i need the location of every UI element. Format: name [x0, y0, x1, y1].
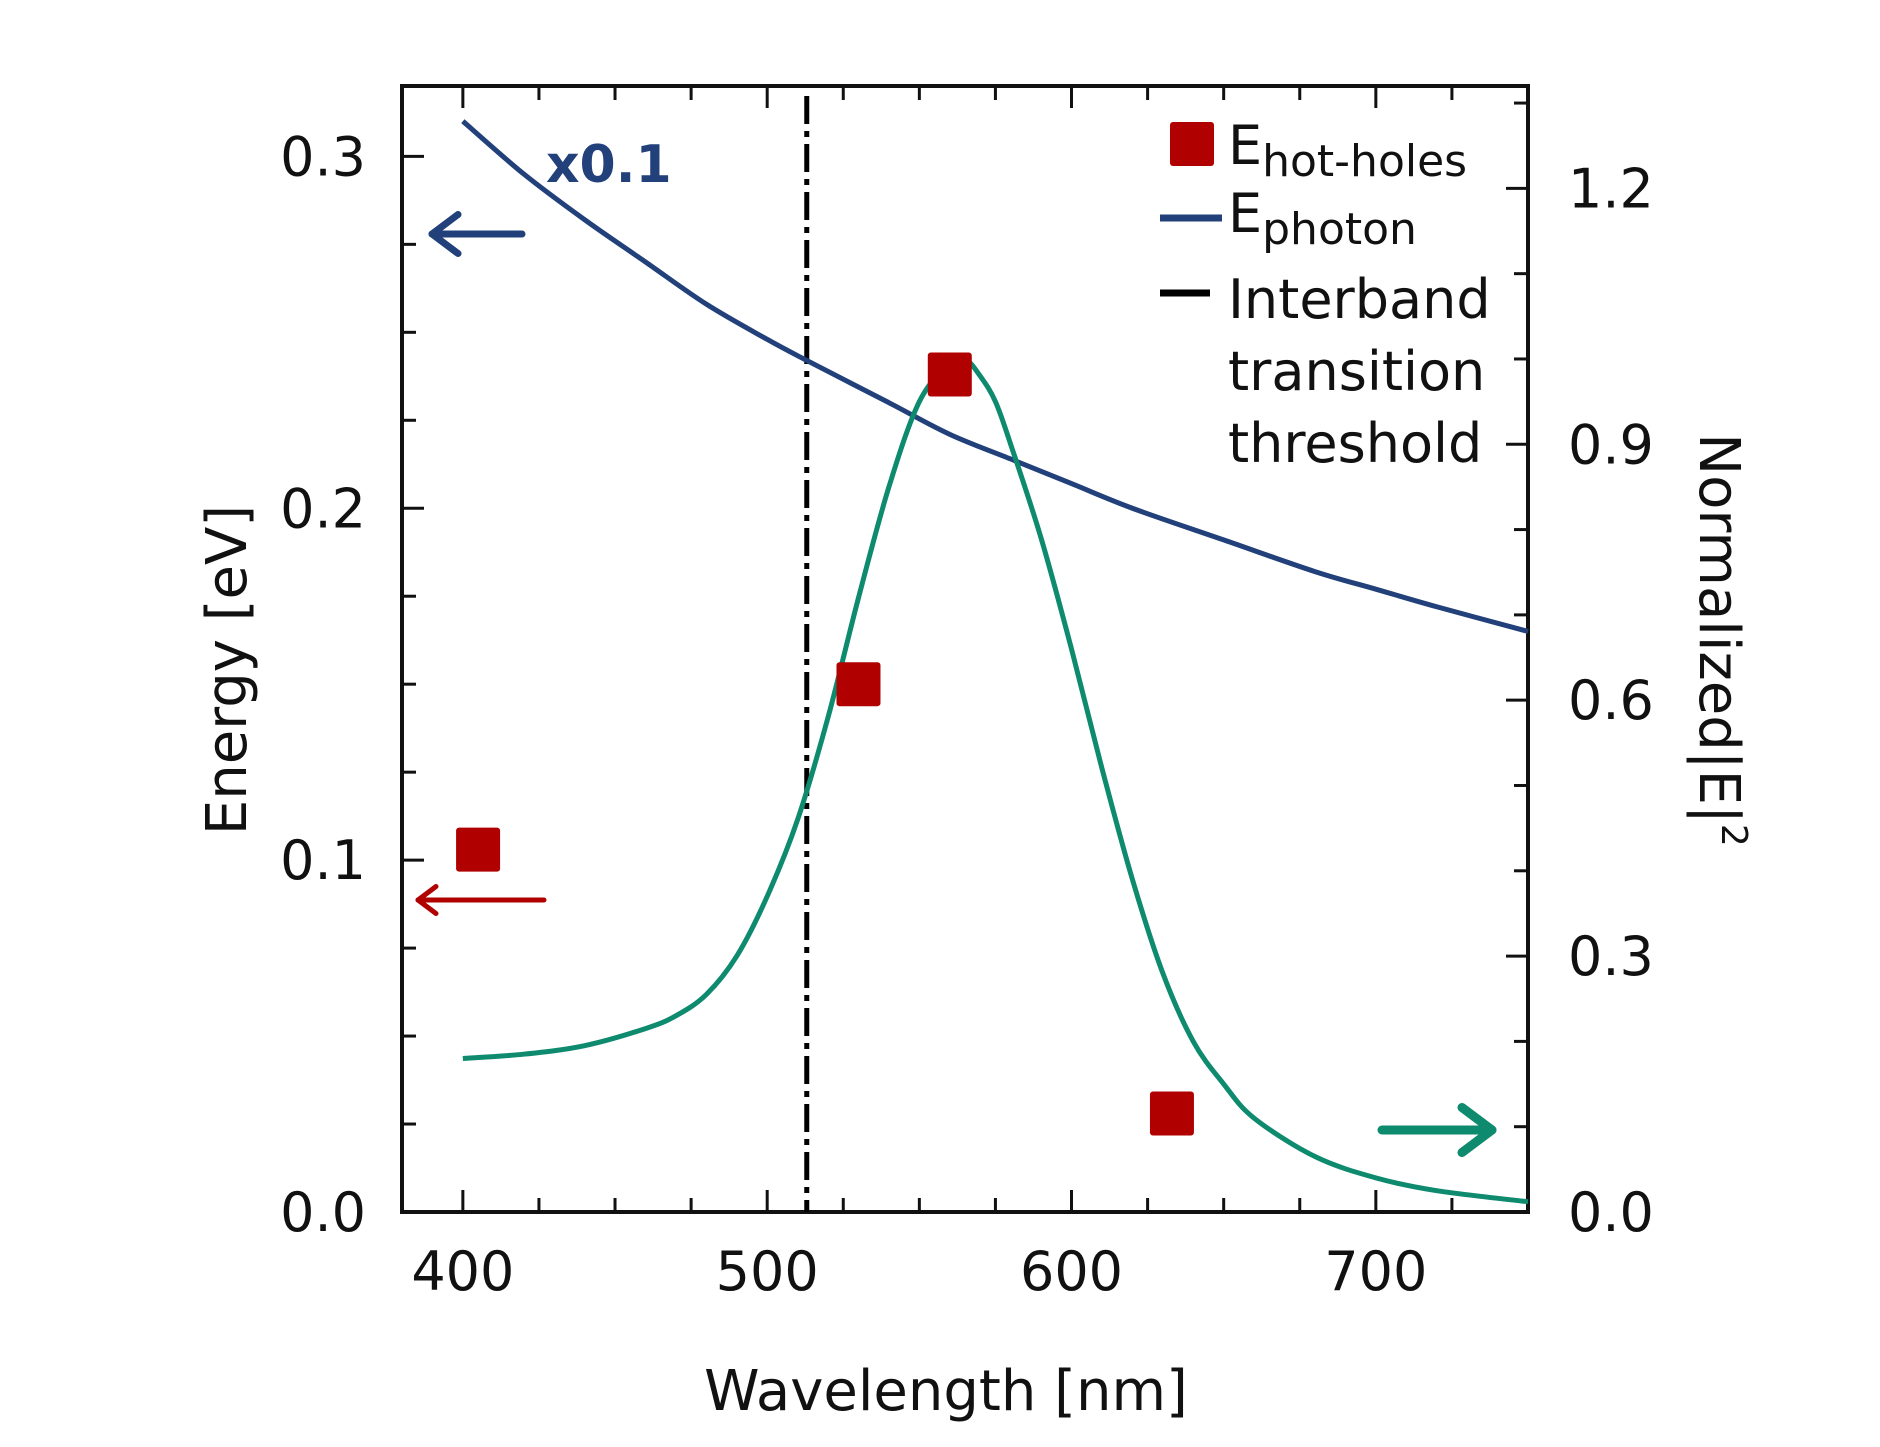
hot_holes-point — [927, 352, 972, 397]
legend-hot-holes-label: Ehot-holes — [1228, 114, 1467, 187]
x-tick-label: 400 — [411, 1240, 514, 1303]
hot-holes-axis-arrow — [415, 884, 547, 916]
y-left-tick-label: 0.3 — [280, 125, 366, 188]
y-right-tick-label: 0.3 — [1568, 925, 1654, 988]
legend-photon-label: Ephoton — [1228, 182, 1417, 255]
y-right-tick-label: 0.0 — [1568, 1181, 1654, 1244]
legend-hot-holes-base: E — [1228, 114, 1262, 177]
x-axis-title: Wavelength [nm] — [704, 1359, 1188, 1424]
hot_holes-point — [1149, 1091, 1194, 1136]
field-axis-arrow-head — [1457, 1103, 1497, 1157]
hot_holes-point — [456, 827, 501, 872]
y-axis-right-title: Normalized|E|2 — [1686, 433, 1754, 847]
hot_holes-point — [836, 662, 881, 707]
y-left-tick-label: 0.1 — [280, 829, 366, 892]
field-axis-arrow — [1377, 1103, 1497, 1157]
legend-threshold-label-line: threshold — [1228, 412, 1482, 475]
y-right-tick-label: 0.9 — [1568, 413, 1654, 476]
legend-threshold-label-line: Interband — [1228, 268, 1491, 331]
hot-holes-axis-arrow-head — [415, 884, 439, 916]
legend-hot-holes-sub: hot-holes — [1262, 136, 1467, 187]
x-tick-label: 600 — [1020, 1240, 1123, 1303]
y-axis-left-title: Energy [eV] — [195, 505, 260, 835]
y-right-tick-label: 1.2 — [1568, 157, 1654, 220]
scale-annotation: x0.1 — [546, 135, 672, 195]
legend-threshold-label-line: transition — [1228, 340, 1485, 403]
plot-border — [400, 84, 1530, 1214]
y-right-tick-label: 0.6 — [1568, 669, 1654, 732]
photon-line — [461, 119, 1529, 634]
annotations: x0.1 — [415, 135, 1497, 1157]
photon-axis-arrow — [428, 211, 526, 257]
legend-hot-holes-marker — [1170, 122, 1214, 166]
field-line — [462, 355, 1529, 1205]
x-tick-label: 500 — [716, 1240, 819, 1303]
y-left-tick-label: 0.2 — [280, 477, 366, 540]
y-axis-right-title-main: Normalized|E| — [1686, 433, 1751, 824]
legend-photon-sub: photon — [1262, 204, 1417, 255]
y-left-tick-label: 0.0 — [280, 1181, 366, 1244]
series-layer — [456, 96, 1529, 1212]
photon-axis-arrow-head — [428, 211, 462, 257]
x-tick-label: 700 — [1324, 1240, 1427, 1303]
legend-photon-base: E — [1228, 182, 1262, 245]
axis-ticks — [402, 86, 1530, 1214]
y-axis-right-title-sup: 2 — [1713, 824, 1754, 847]
tick-labels: 400 500 600 700 0.0 0.1 0.2 0.3 0.0 0.3 0.6 0.9 1.2 — [280, 125, 1654, 1303]
plot-frame — [400, 84, 1530, 1214]
